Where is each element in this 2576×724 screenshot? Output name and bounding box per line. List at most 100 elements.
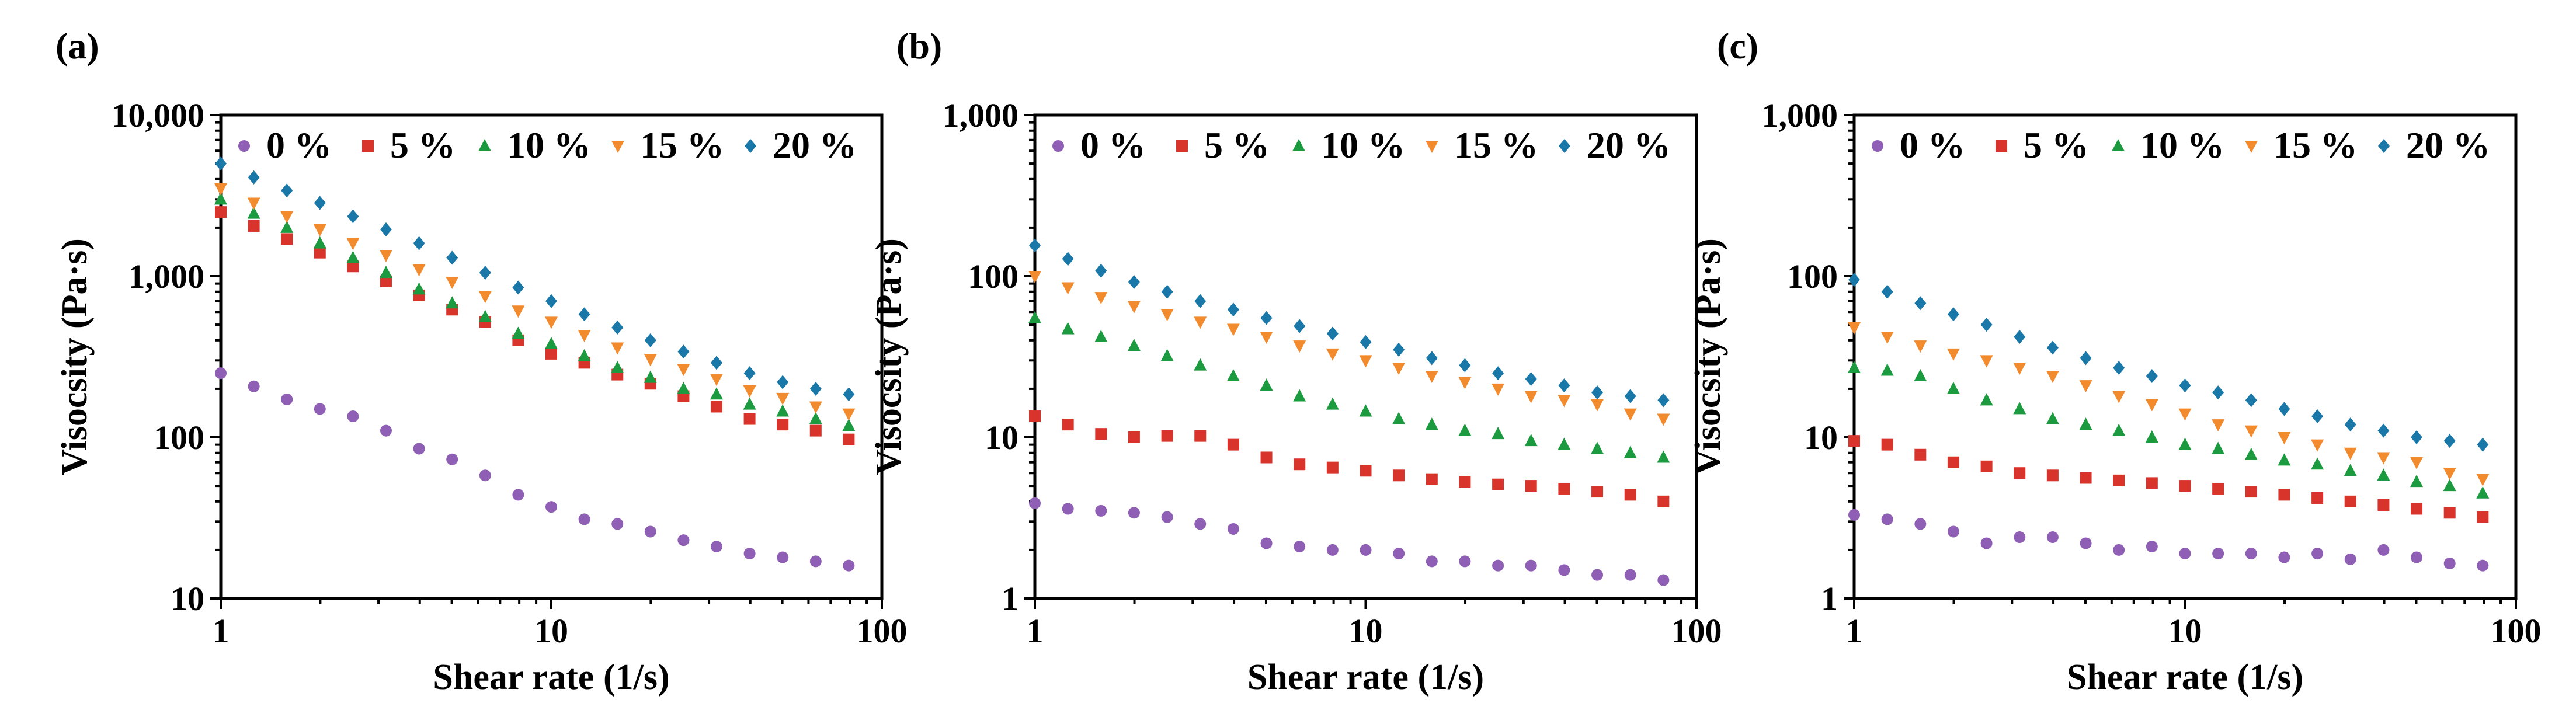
data-point	[412, 282, 426, 295]
legend-label: 10 %	[2140, 124, 2224, 166]
data-point	[1624, 389, 1636, 403]
data-point	[2080, 537, 2092, 549]
data-point	[1558, 395, 1571, 408]
data-point	[545, 294, 557, 308]
series-4	[1848, 273, 2489, 452]
series-3	[1028, 271, 1670, 426]
y-tick-label: 10	[1804, 419, 1838, 457]
data-point	[743, 385, 756, 398]
data-point	[1492, 366, 1504, 381]
data-point	[215, 367, 227, 380]
y-axis-title: Visocsity (Pa·s)	[55, 238, 95, 475]
data-point	[1095, 263, 1107, 278]
x-tick-label: 1	[213, 612, 230, 650]
data-point	[2046, 371, 2059, 384]
data-point	[809, 412, 822, 424]
data-point	[2377, 423, 2390, 438]
legend-item: 20 %	[1559, 124, 1671, 166]
data-point	[545, 501, 557, 513]
data-point	[2113, 360, 2125, 375]
data-point	[281, 183, 293, 198]
data-point	[2443, 468, 2456, 481]
data-point	[1492, 478, 1504, 490]
x-tick-label: 10	[534, 612, 568, 650]
data-point	[2014, 329, 2026, 344]
data-point	[2311, 492, 2324, 504]
x-tick-label: 100	[2491, 612, 2542, 650]
data-point	[2278, 489, 2290, 501]
series-4	[215, 156, 855, 402]
legend-marker	[1996, 140, 2007, 152]
legend-item: 10 %	[478, 124, 591, 166]
legend-label: 20 %	[2406, 124, 2490, 166]
data-point	[611, 320, 624, 335]
data-point	[1425, 417, 1438, 430]
data-point	[1914, 448, 1927, 461]
data-point	[1524, 391, 1538, 403]
data-point	[809, 381, 822, 396]
data-point	[1980, 460, 1993, 472]
data-point	[1094, 292, 1108, 305]
data-point	[1558, 564, 1570, 576]
data-point	[2245, 486, 2257, 498]
data-point	[380, 424, 392, 437]
data-point	[1881, 438, 1893, 451]
data-point	[1947, 525, 1959, 538]
series-2	[1848, 360, 2490, 499]
data-point	[1947, 307, 1959, 322]
data-point	[809, 401, 822, 414]
data-point	[644, 354, 657, 367]
data-point	[1425, 371, 1438, 384]
data-point	[1061, 322, 1075, 335]
data-point	[1260, 451, 1273, 464]
data-point	[644, 525, 656, 538]
data-point	[1426, 473, 1438, 485]
data-point	[843, 433, 855, 445]
data-point	[346, 238, 360, 250]
data-point	[1160, 349, 1174, 361]
data-point	[1062, 252, 1074, 266]
data-point	[677, 534, 690, 547]
data-point	[347, 209, 359, 224]
data-point	[2377, 468, 2390, 481]
legend-label: 15 %	[640, 124, 724, 166]
data-point	[2080, 351, 2092, 366]
data-point	[1880, 331, 1894, 344]
series-2	[1028, 311, 1670, 463]
data-point	[1426, 351, 1438, 366]
data-point	[248, 170, 260, 185]
data-point	[809, 555, 822, 568]
data-point	[1062, 419, 1074, 431]
data-point	[2377, 499, 2390, 511]
data-point	[446, 250, 458, 265]
data-point	[1095, 428, 1107, 440]
data-point	[743, 413, 756, 425]
data-point	[2113, 544, 2125, 556]
data-point	[1657, 413, 1670, 426]
legend-label: 15 %	[1454, 124, 1538, 166]
legend-marker	[238, 140, 250, 152]
data-point	[413, 443, 425, 455]
legend-item: 15 %	[2245, 124, 2358, 166]
data-point	[611, 518, 624, 530]
data-point	[2477, 511, 2489, 523]
data-point	[2278, 432, 2291, 444]
data-point	[2443, 434, 2456, 448]
data-point	[512, 280, 524, 295]
legend-marker	[2378, 139, 2390, 153]
data-point	[2476, 486, 2490, 499]
data-point	[1591, 399, 1604, 412]
x-axis-title: Shear rate (1/s)	[2067, 657, 2303, 697]
series-4	[1029, 238, 1670, 408]
data-point	[2244, 447, 2258, 460]
data-point	[1029, 238, 1041, 253]
data-point	[2278, 402, 2290, 416]
data-point	[1591, 441, 1604, 454]
data-point	[2179, 548, 2191, 560]
data-point	[545, 336, 558, 349]
data-point	[1848, 273, 1860, 287]
panel-label: (a)	[55, 25, 99, 67]
data-point	[2046, 531, 2059, 544]
data-point	[314, 196, 326, 210]
data-point	[578, 307, 590, 322]
